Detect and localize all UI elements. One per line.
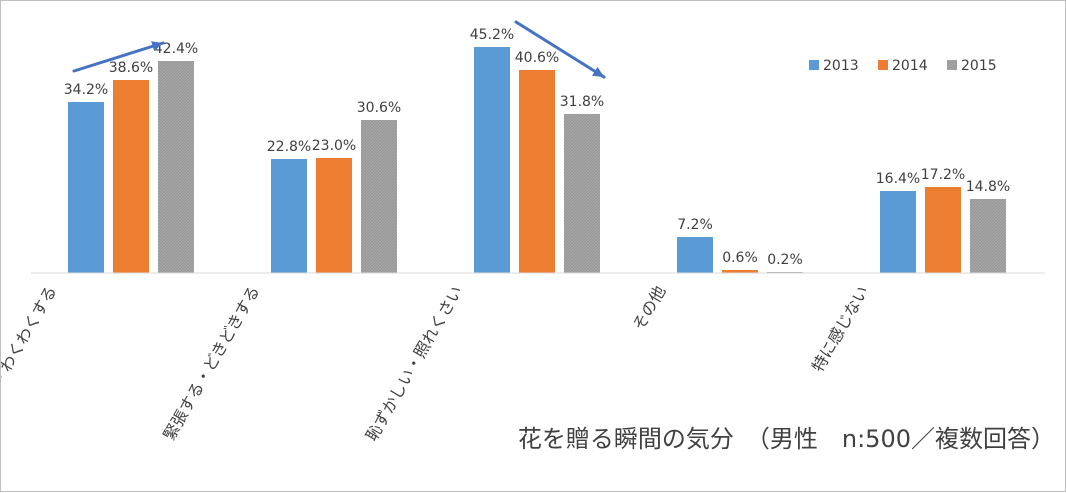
data-label-2013-4: 16.4%: [876, 171, 920, 187]
chart-title: 花を贈る瞬間の気分 （男性 n:500／複数回答）: [518, 425, 1055, 453]
data-label-2014-0: 38.6%: [109, 60, 153, 76]
legend-swatch-2014: [878, 60, 888, 70]
bar-2015-0: [158, 61, 194, 273]
bar-2013-0: [68, 102, 104, 273]
legend-swatch-2013: [809, 60, 819, 70]
category-labels-layer: 楽しい・わくわくする 緊張する・どきどきする 恥ずかしい・照れくさい その他 特に感じな…: [1, 283, 872, 445]
trend-arrows: [72, 20, 606, 79]
bar-2015-4: [970, 199, 1006, 273]
bar-2014-3: [722, 270, 758, 273]
bar-2013-2: [474, 47, 510, 273]
bar-2015-2: [564, 114, 600, 273]
bar-2014-4: [925, 187, 961, 273]
legend-label-2014: 2014: [892, 58, 928, 74]
legend: 2013 2014 2015: [809, 58, 997, 74]
bar-2014-0: [113, 80, 149, 273]
data-label-2015-1: 30.6%: [357, 100, 401, 116]
data-label-2015-0: 42.4%: [154, 41, 198, 57]
bars-layer: [68, 47, 1006, 273]
data-label-2013-0: 34.2%: [64, 82, 108, 98]
data-label-2014-1: 23.0%: [312, 138, 356, 154]
data-label-2014-2: 40.6%: [515, 50, 559, 66]
data-label-2014-3: 0.6%: [722, 250, 758, 266]
category-label-3: その他: [629, 283, 669, 334]
trend-arrow-up-right: [72, 41, 165, 73]
legend-label-2013: 2013: [823, 58, 859, 74]
bar-2015-1: [361, 120, 397, 273]
legend-label-2015: 2015: [961, 58, 997, 74]
data-label-2015-2: 31.8%: [560, 94, 604, 110]
data-labels-layer: 34.2%38.6%42.4% 22.8% 23.0% 30.6% 45.2%40.6%…: [64, 27, 1010, 268]
data-label-2013-1: 22.8%: [267, 139, 311, 155]
data-label-2013-3: 7.2%: [677, 217, 713, 233]
legend-swatch-2015: [947, 60, 957, 70]
trend-arrow-down-right: [514, 20, 606, 79]
bar-2013-4: [880, 191, 916, 273]
bar-2013-1: [271, 159, 307, 273]
category-label-4: 特に感じない: [808, 283, 872, 376]
bar-2014-2: [519, 70, 555, 273]
category-label-1: 緊張する・どきどきする: [159, 283, 263, 444]
bar-2013-3: [677, 237, 713, 273]
category-label-0: 楽しい・わくわくする: [1, 283, 60, 431]
category-label-2: 恥ずかしい・照れくさい: [362, 283, 466, 445]
bar-2014-1: [316, 158, 352, 273]
data-label-2013-2: 45.2%: [470, 27, 514, 43]
data-label-2014-4: 17.2%: [921, 167, 965, 183]
data-label-2015-4: 14.8%: [966, 179, 1010, 195]
data-label-2015-3: 0.2%: [767, 252, 803, 268]
